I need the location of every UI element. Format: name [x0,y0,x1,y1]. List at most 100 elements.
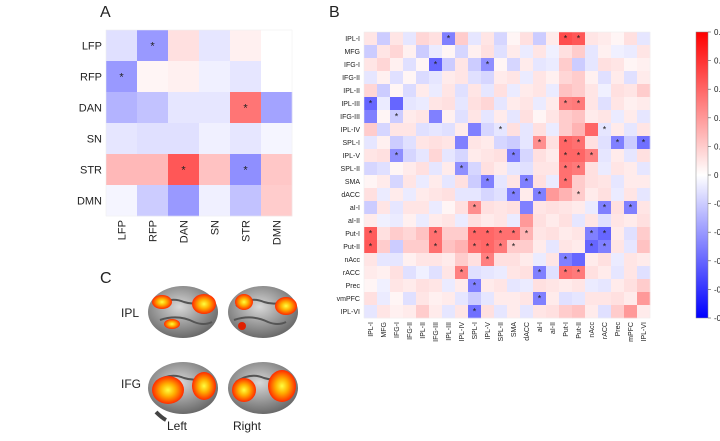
heatmap-cell [572,227,586,241]
heatmap-cell [390,188,404,202]
heatmap-cell [520,279,534,293]
column-label: nAcc [589,322,596,338]
heatmap-cell [416,32,430,46]
heatmap-cell [106,185,138,217]
heatmap-cell [559,279,573,293]
heatmap-cell [390,123,404,137]
significance-mark: * [577,164,581,174]
heatmap-cell [572,136,586,150]
heatmap-cell [416,305,430,319]
heatmap-cell [585,292,599,306]
heatmap-cell [455,162,469,176]
column-label: SMA [511,322,518,338]
heatmap-cell [377,162,391,176]
significance-mark: * [577,151,581,161]
heatmap-cell [429,201,443,215]
heatmap-cell [546,45,560,59]
heatmap-cell [429,188,443,202]
heatmap-cell [637,149,651,163]
heatmap-cell [364,188,378,202]
significance-mark: * [473,307,477,317]
column-label: Put-II [576,322,583,339]
heatmap-cell [442,32,456,46]
heatmap-cell [520,188,534,202]
heatmap-cell [390,58,404,72]
heatmap-cell [377,71,391,85]
heatmap-cell [377,97,391,111]
heatmap-cell [429,305,443,319]
heatmap-cell [624,136,638,150]
heatmap-cell [507,266,521,280]
heatmap-cell [429,110,443,124]
heatmap-cell [261,92,293,124]
heatmap-cell [598,279,612,293]
heatmap-cell [455,58,469,72]
heatmap-cell [598,214,612,228]
column-label: MFG [381,322,388,338]
heatmap-cell [507,123,521,137]
heatmap-cell [230,185,262,217]
significance-mark: * [473,242,477,252]
column-label: SPL-II [498,322,505,342]
column-label: rACC [602,322,609,339]
significance-mark: * [564,34,568,44]
heatmap-cell [390,175,404,189]
row-label: IPL-III [341,101,360,108]
heatmap-cell [611,97,625,111]
significance-mark: * [460,268,464,278]
heatmap-cell [546,266,560,280]
heatmap-cell [168,30,200,62]
significance-mark: * [603,242,607,252]
significance-mark: * [642,138,646,148]
heatmap-cell [468,266,482,280]
heatmap-cell [520,84,534,98]
heatmap-cell [442,149,456,163]
heatmap-cell [468,188,482,202]
heatmap-cell [533,45,547,59]
heatmap-cell [455,227,469,241]
heatmap-cell [546,175,560,189]
heatmap-cell [611,201,625,215]
column-label: Put-I [563,322,570,337]
heatmap-cell [611,188,625,202]
heatmap-cell [390,149,404,163]
significance-mark: * [512,190,516,200]
heatmap-cell [611,84,625,98]
heatmap-cell [507,253,521,267]
heatmap-cell [559,227,573,241]
colorbar-tick-label: 0.4 [714,57,720,66]
heatmap-cell [546,227,560,241]
heatmap-cell [230,92,262,124]
brain-ipl-left [148,286,218,338]
heatmap-cell [481,214,495,228]
heatmap-cell [230,123,262,155]
heatmap-cell [364,266,378,280]
heatmap-cell [455,110,469,124]
heatmap-cell [585,84,599,98]
row-label: IFG-III [340,114,360,121]
heatmap-cell [507,32,521,46]
row-label: SPL-II [341,166,361,173]
heatmap-cell [494,188,508,202]
heatmap-cell [364,240,378,254]
heatmap-cell [468,175,482,189]
heatmap-cell [520,162,534,176]
heatmap-cell [546,58,560,72]
heatmap-cell [442,110,456,124]
heatmap-cell [442,58,456,72]
heatmap-cell [455,45,469,59]
significance-mark: * [577,99,581,109]
heatmap-cell [611,149,625,163]
heatmap-cell [572,214,586,228]
significance-mark: * [577,34,581,44]
heatmap-cell [416,136,430,150]
heatmap-cell [364,162,378,176]
heatmap-cell [377,266,391,280]
heatmap-cell [507,136,521,150]
row-label: MFG [344,49,360,56]
heatmap-cell [507,214,521,228]
heatmap-cell [637,175,651,189]
heatmap-cell [403,58,417,72]
heatmap-cell [364,149,378,163]
significance-mark: * [473,281,477,291]
